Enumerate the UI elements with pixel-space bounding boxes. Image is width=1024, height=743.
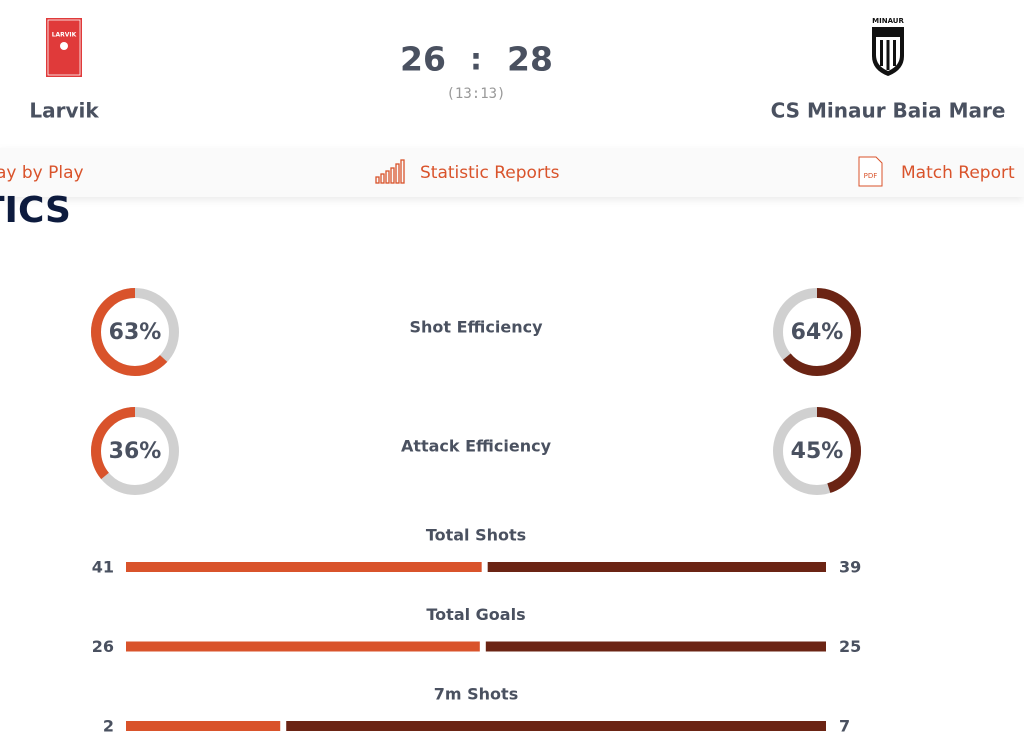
donut-arc: [91, 288, 179, 376]
away-value: 39: [839, 558, 861, 577]
donut-label: 63%: [109, 320, 162, 345]
away-bar: [485, 641, 826, 652]
away-value: 25: [839, 637, 861, 656]
home-value: 41: [92, 558, 114, 577]
home-bar: [126, 641, 480, 652]
score-separator: :: [470, 43, 482, 78]
home-value: 26: [92, 637, 114, 656]
logo-text: MINAUR: [872, 17, 904, 25]
pdf-label: PDF: [864, 172, 878, 180]
home-logo: LARVIK: [46, 18, 82, 77]
donut-label: 64%: [791, 320, 844, 345]
chart-icon: [375, 159, 405, 184]
away-score: 28: [507, 40, 553, 79]
tab[interactable]: Statistic Reports: [420, 163, 560, 183]
home-score: 26: [400, 40, 446, 79]
donut-arc: [773, 288, 861, 376]
pdf-icon: PDF: [858, 156, 883, 187]
away-bar: [487, 562, 826, 572]
stat-label: Total Goals: [426, 605, 525, 624]
section-title: TICS: [0, 190, 71, 231]
tab[interactable]: ay by Play: [0, 163, 84, 183]
team-name: Larvik: [29, 99, 99, 123]
stat-label: Attack Efficiency: [401, 437, 552, 456]
tab[interactable]: Match Report: [901, 163, 1015, 183]
away-value: 7: [839, 717, 850, 736]
away-logo: MINAUR: [872, 17, 904, 76]
donut-arc: [773, 407, 861, 495]
home-bar: [126, 721, 281, 731]
logo-text: LARVIK: [52, 32, 77, 39]
halftime-score: (13:13): [446, 86, 505, 102]
donut-arc: [91, 407, 179, 495]
team-name: CS Minaur Baia Mare: [771, 99, 1006, 123]
stat-label: Total Shots: [426, 526, 526, 545]
away-bar: [286, 721, 826, 731]
tab-bar: [0, 148, 1024, 197]
home-bar: [126, 562, 482, 572]
donut-label: 36%: [109, 439, 162, 464]
stat-label: 7m Shots: [434, 685, 518, 704]
stat-label: Shot Efficiency: [409, 318, 543, 337]
donut-label: 45%: [791, 439, 844, 464]
home-value: 2: [103, 717, 114, 736]
